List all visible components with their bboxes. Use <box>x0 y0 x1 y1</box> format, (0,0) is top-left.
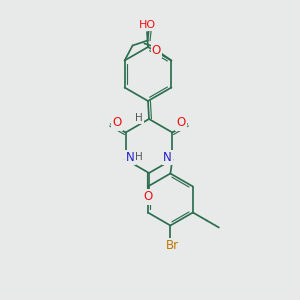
Text: N: N <box>126 151 135 164</box>
Text: HO: HO <box>138 20 156 30</box>
Text: O: O <box>143 190 153 203</box>
Text: O: O <box>152 44 161 57</box>
Text: O: O <box>112 116 122 130</box>
Text: H: H <box>135 152 142 163</box>
Text: Br: Br <box>166 239 179 252</box>
Text: H: H <box>135 113 143 123</box>
Text: O: O <box>176 116 186 130</box>
Text: N: N <box>163 151 172 164</box>
